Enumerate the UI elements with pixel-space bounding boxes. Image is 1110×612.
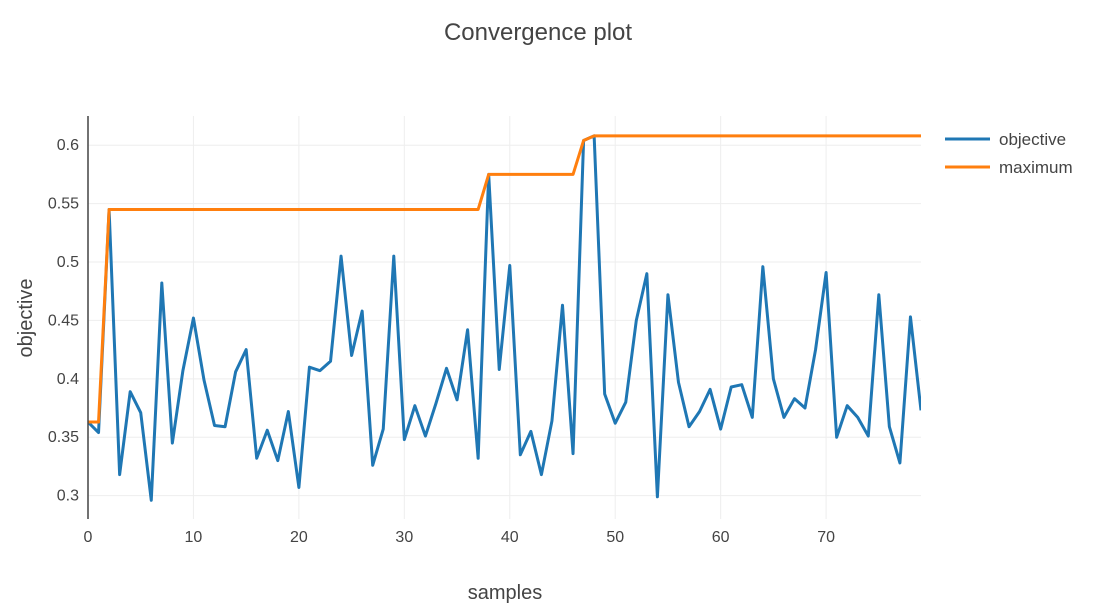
plot-area (88, 134, 921, 502)
y-tick-label: 0.5 (57, 254, 79, 271)
x-tick-label: 70 (817, 529, 835, 546)
legend-label-objective: objective (999, 130, 1066, 149)
y-axis-title: objective (15, 279, 37, 358)
y-tick-label: 0.3 (57, 488, 79, 505)
x-tick-label: 50 (606, 529, 624, 546)
x-tick-label: 20 (290, 529, 308, 546)
chart-title: Convergence plot (444, 19, 632, 46)
axes: 0 10 20 30 40 50 60 70 0.3 0.35 0.4 0.45 0.5 0.55 0.6 (48, 116, 835, 546)
legend: objective maximum (945, 130, 1073, 177)
x-tick-label: 30 (395, 529, 413, 546)
series-line-objective (88, 134, 921, 502)
y-tick-label: 0.35 (48, 429, 79, 446)
x-tick-label: 40 (501, 529, 519, 546)
y-tick-label: 0.6 (57, 137, 79, 154)
y-tick-label: 0.55 (48, 196, 79, 213)
grid (88, 116, 921, 519)
y-tick-label: 0.45 (48, 312, 79, 329)
legend-label-maximum: maximum (999, 158, 1073, 177)
series-line-maximum (88, 134, 921, 424)
x-axis-title: samples (468, 582, 542, 604)
x-tick-label: 0 (84, 529, 93, 546)
y-tick-label: 0.4 (57, 371, 79, 388)
x-tick-label: 60 (712, 529, 730, 546)
x-tick-label: 10 (185, 529, 203, 546)
